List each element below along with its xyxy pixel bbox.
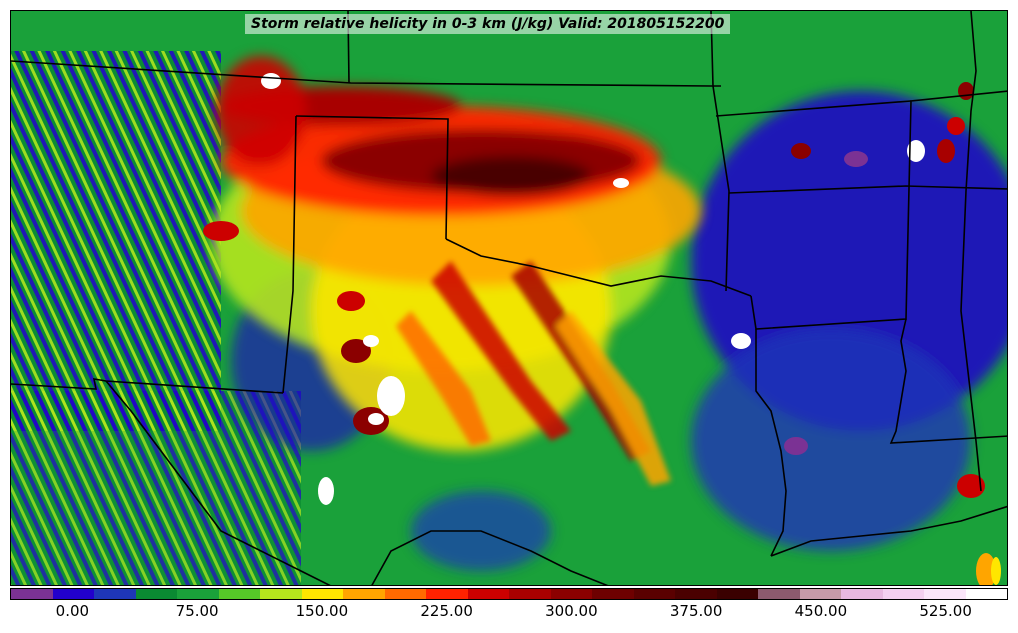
boundary-ms-river [889, 318, 1007, 444]
colorbar-swatch [841, 589, 883, 599]
colorbar-swatch [592, 589, 634, 599]
colorbar-swatch [135, 589, 177, 599]
cell [731, 333, 751, 349]
colorbar-swatch [260, 589, 302, 599]
colorbar-swatch [965, 589, 1007, 599]
southwest-stripe-region [11, 391, 301, 585]
boundary-ne-ks [710, 11, 730, 292]
colorbar-swatch [633, 589, 675, 599]
boundary-tx-mexico [105, 380, 331, 585]
cell [791, 143, 811, 159]
cell [337, 291, 365, 311]
cell [957, 474, 985, 498]
colorbar-swatch [882, 589, 924, 599]
maroon-core [431, 156, 591, 196]
colorbar-tick-label: 450.00 [794, 602, 848, 620]
convective-cells [203, 73, 1001, 585]
colorbar-tick-label: 525.00 [919, 602, 972, 620]
cell [958, 82, 974, 100]
colorbar-swatch [799, 589, 841, 599]
boundary-la-coast [770, 505, 1007, 557]
colorbar [10, 588, 1008, 600]
colorbar-swatch [758, 589, 800, 599]
east-blue-zone-south [691, 331, 971, 551]
west-stripe-region [11, 51, 221, 431]
cell [341, 339, 371, 363]
cell [976, 553, 996, 585]
colorbar-swatch [52, 589, 94, 599]
colorbar-swatch [94, 589, 136, 599]
boundary-east-edge [960, 11, 982, 492]
streak-3 [396, 311, 491, 446]
cell [784, 437, 808, 455]
boundary-tx-panhandle [11, 378, 284, 394]
cell [377, 376, 405, 416]
cell [261, 73, 281, 89]
cell [318, 477, 334, 505]
west-red-core [216, 56, 306, 166]
colorbar-tick-label: 300.00 [545, 602, 598, 620]
map-panel [10, 10, 1008, 586]
colorbar-swatch [467, 589, 509, 599]
streak-4 [556, 311, 671, 486]
map-title: Storm relative helicity in 0-3 km (J/kg)… [245, 14, 731, 34]
cell [907, 140, 925, 162]
colorbar-swatch [11, 589, 53, 599]
cell [613, 178, 629, 188]
cell [937, 139, 955, 163]
state-boundaries [11, 11, 1007, 585]
colorbar-swatch [924, 589, 966, 599]
boundary-north [11, 60, 721, 87]
colorbar-swatch [177, 589, 219, 599]
cell [991, 557, 1001, 585]
colorbar-tick-label: 150.00 [295, 602, 349, 620]
colorbar-swatch [426, 589, 468, 599]
colorbar-tick-label: 225.00 [420, 602, 473, 620]
colorbar-swatch [301, 589, 343, 599]
colorbar-swatch [218, 589, 260, 599]
helicity-field [11, 11, 1007, 585]
colorbar-swatch [675, 589, 717, 599]
boundary-ks-mo [715, 100, 912, 117]
boundary-nm-west [282, 115, 297, 394]
colorbar-swatch [550, 589, 592, 599]
cell [844, 151, 868, 167]
cell [203, 221, 239, 241]
streak-1 [431, 261, 571, 441]
boundary-tx-la [755, 329, 787, 557]
boundary-mo-ar [728, 185, 1007, 194]
cell [363, 335, 379, 347]
colorbar-labels: 0.00 75.00 150.00 225.00 300.00 375.00 450.00 5… [10, 602, 1008, 626]
colorbar-swatch [716, 589, 758, 599]
colorbar-swatch [509, 589, 551, 599]
cell [947, 117, 965, 135]
colorbar-swatch [384, 589, 426, 599]
boundary-nm-ok-panhandle [295, 115, 449, 240]
boundary-ok-tx-red-river [445, 238, 752, 297]
cell [368, 413, 384, 425]
colorbar-tick-label: 0.00 [55, 602, 90, 620]
colorbar-tick-label: 75.00 [175, 602, 219, 620]
colorbar-swatch [343, 589, 385, 599]
boundary-gulf-coast [371, 530, 609, 585]
colorbar-tick-label: 375.00 [669, 602, 723, 620]
